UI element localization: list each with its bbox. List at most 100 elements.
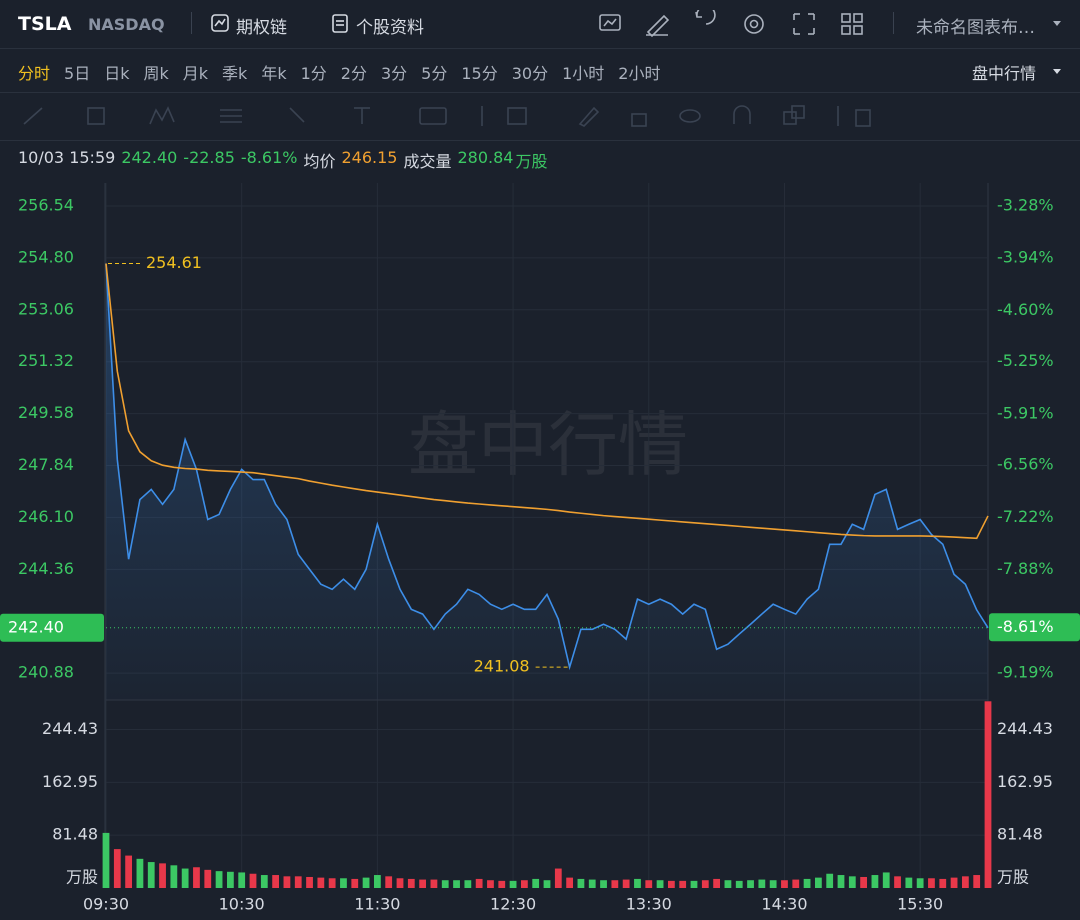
price-area <box>106 263 988 700</box>
watermark: 盘中行情 <box>408 404 688 486</box>
y2-tick-label: -4.60% <box>997 300 1054 319</box>
period-tab[interactable]: 年k <box>261 64 287 83</box>
period-tab[interactable]: 5分 <box>421 64 448 83</box>
layout-name[interactable]: 未命名图表布… <box>916 18 1035 38</box>
volume-bar <box>984 701 992 888</box>
y-tick-label: 162.95 <box>42 772 98 791</box>
y-unit: 万股 <box>66 868 98 887</box>
y-tick-label: 249.58 <box>18 403 74 422</box>
volume-bar <box>950 877 958 888</box>
volume-bar <box>147 862 155 888</box>
options-icon[interactable] <box>210 13 230 33</box>
volume-bar <box>634 878 641 888</box>
y2-tick-label: -3.28% <box>997 195 1054 214</box>
volume-bar <box>136 858 144 888</box>
quote-price: 242.40 <box>121 148 178 167</box>
y-tick-label: 244.43 <box>42 719 98 738</box>
volume-bar <box>193 867 200 888</box>
period-tab[interactable]: 1小时 <box>562 64 605 83</box>
x-tick-label: 10:30 <box>219 895 265 914</box>
period-tab[interactable]: 2小时 <box>618 64 661 83</box>
options-link[interactable]: 期权链 <box>236 18 287 38</box>
volume-bar <box>645 880 653 888</box>
session-select[interactable]: 盘中行情 <box>972 64 1037 83</box>
volume-bar <box>498 880 506 888</box>
volume-bar <box>419 879 427 888</box>
y-tick-label-right: 244.43 <box>997 719 1053 738</box>
volume-bar <box>577 878 585 888</box>
volume-bar <box>611 880 619 888</box>
drawing-tools[interactable] <box>0 92 1080 140</box>
divider <box>191 12 192 34</box>
x-tick-label: 15:30 <box>897 895 943 914</box>
x-tick-label: 13:30 <box>626 895 672 914</box>
volume-bar <box>102 832 110 888</box>
session-caret[interactable] <box>1052 68 1062 76</box>
volume-bar <box>328 878 336 888</box>
period-tab[interactable]: 季k <box>222 64 248 83</box>
period-tab[interactable]: 3分 <box>380 64 408 83</box>
volume-bar <box>238 872 246 888</box>
volume-bar <box>294 876 302 888</box>
volume-bar <box>351 878 359 888</box>
y2-tick-label: -9.19% <box>997 663 1054 682</box>
period-tab[interactable]: 1分 <box>300 64 327 83</box>
last-pct-box <box>989 613 1080 642</box>
volume-bar <box>566 877 574 888</box>
volume-bar <box>170 865 178 888</box>
volume-bar <box>260 875 268 888</box>
period-tab[interactable]: 分时 <box>18 64 51 83</box>
period-tab[interactable]: 月k <box>182 64 209 83</box>
volume-bar <box>283 876 291 888</box>
period-tab[interactable]: 30分 <box>511 64 549 83</box>
avg-label: 均价 <box>303 152 336 171</box>
volume-bar <box>373 875 381 888</box>
symbol: TSLA <box>18 13 72 35</box>
volume-bar <box>758 879 766 888</box>
min-label: 241.08 <box>474 657 530 676</box>
volume-bar <box>894 876 901 888</box>
volume-bar <box>860 876 868 888</box>
period-tab[interactable]: 15分 <box>461 64 498 83</box>
volume-bar <box>701 880 709 888</box>
volume-bar <box>735 880 743 888</box>
volume-bar <box>837 875 845 888</box>
volume-bar <box>747 880 754 888</box>
profile-link[interactable]: 个股资料 <box>356 18 424 38</box>
volume-bar <box>667 880 675 888</box>
period-tab[interactable]: 2分 <box>340 64 367 83</box>
last-pct-label: -8.61% <box>997 617 1054 636</box>
exchange: NASDAQ <box>88 15 165 34</box>
volume-bar <box>181 868 189 888</box>
volume-bar <box>125 855 133 888</box>
price-line <box>105 263 989 671</box>
period-tab[interactable]: 周k <box>143 64 169 83</box>
layout-caret[interactable] <box>1052 20 1062 28</box>
y-tick-label: 254.80 <box>18 247 74 266</box>
volume-unit: 万股 <box>515 152 548 171</box>
volume-bar <box>814 877 822 888</box>
profile-icon[interactable] <box>330 13 350 33</box>
volume-bar <box>622 879 630 888</box>
volume-bar <box>871 875 879 888</box>
y-unit-right: 万股 <box>997 868 1029 887</box>
period-tab[interactable]: 5日 <box>64 64 91 83</box>
volume-bar <box>317 877 325 888</box>
volume-bar <box>249 873 257 888</box>
volume-bar <box>973 875 981 888</box>
volume-bar <box>781 880 788 888</box>
y-tick-label: 251.32 <box>18 351 74 370</box>
volume-bar <box>532 878 540 888</box>
volume-bar <box>713 878 721 888</box>
y-tick-label: 256.54 <box>18 195 74 214</box>
volume-bar <box>226 871 234 888</box>
y2-tick-label: -7.88% <box>997 559 1054 578</box>
period-tab[interactable]: 日k <box>104 64 130 83</box>
last-price-box <box>0 613 104 642</box>
volume-bar <box>159 863 166 888</box>
toolbar-icons[interactable] <box>596 10 876 38</box>
volume-bar <box>961 876 969 888</box>
last-price-label: 242.40 <box>8 617 64 636</box>
y-tick-label-right: 162.95 <box>997 772 1053 791</box>
